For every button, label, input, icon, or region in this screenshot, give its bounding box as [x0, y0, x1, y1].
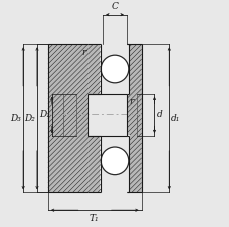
- Polygon shape: [100, 135, 129, 193]
- Polygon shape: [126, 136, 128, 192]
- Text: D₃: D₃: [10, 114, 21, 123]
- Polygon shape: [126, 44, 141, 192]
- Circle shape: [101, 55, 128, 83]
- Polygon shape: [88, 44, 101, 94]
- Circle shape: [101, 147, 128, 175]
- Text: d: d: [156, 110, 161, 119]
- Text: D₁: D₁: [39, 110, 50, 119]
- Polygon shape: [88, 94, 126, 136]
- Text: C: C: [111, 2, 118, 11]
- Text: T₁: T₁: [90, 214, 99, 223]
- Polygon shape: [100, 43, 129, 95]
- Text: r: r: [129, 97, 134, 106]
- Text: r: r: [81, 48, 85, 57]
- Polygon shape: [126, 44, 128, 94]
- Text: D₂: D₂: [24, 114, 35, 123]
- Polygon shape: [88, 136, 101, 192]
- Text: d₁: d₁: [171, 114, 180, 123]
- Polygon shape: [48, 44, 88, 192]
